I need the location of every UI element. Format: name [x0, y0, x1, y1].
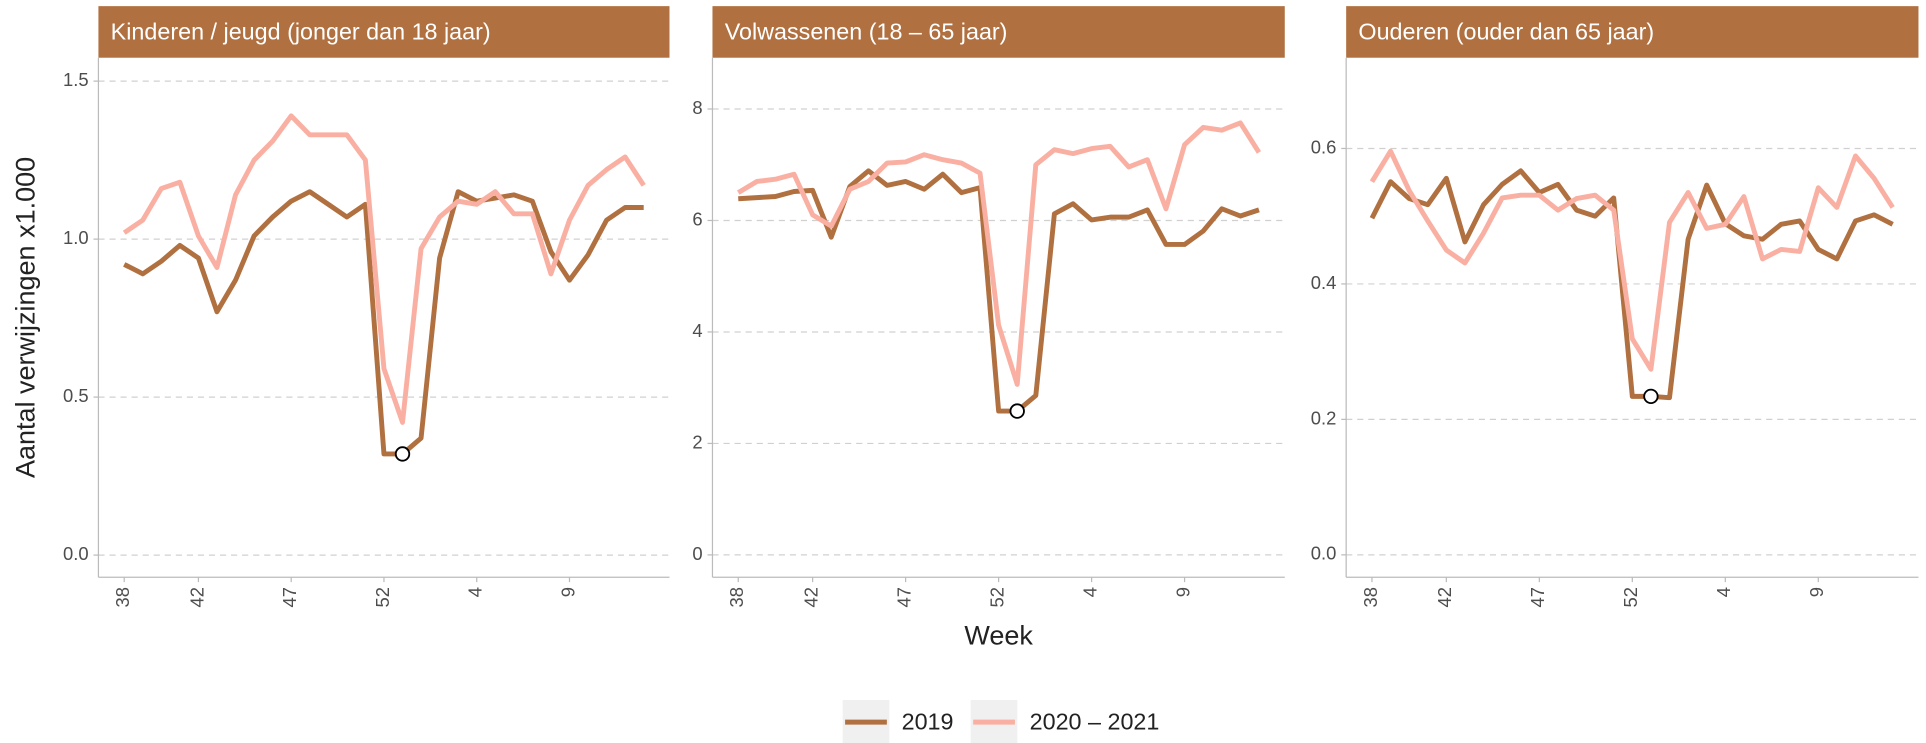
x-tick-label: 38	[726, 587, 747, 607]
y-tick-label: 0.0	[63, 543, 89, 564]
x-tick-label: 52	[986, 587, 1007, 607]
y-tick-label: 6	[692, 208, 702, 229]
x-tick-label: 47	[893, 587, 914, 607]
y-tick-label: 1.0	[63, 227, 89, 248]
highlight-point	[1643, 388, 1659, 405]
x-tick-label: 42	[1434, 587, 1455, 607]
highlight-point	[1009, 403, 1025, 419]
panel-strip	[712, 6, 1285, 58]
x-tick-label: 4	[1713, 587, 1734, 597]
x-tick-label: 38	[1360, 587, 1381, 607]
x-tick-label: 52	[1620, 587, 1641, 607]
x-tick-label: 4	[465, 587, 486, 597]
x-tick-label: 42	[801, 587, 822, 607]
y-tick-label: 0	[692, 543, 702, 564]
legend-item: 2019	[842, 700, 954, 743]
series-line	[736, 120, 1262, 387]
series-line	[1369, 148, 1895, 372]
y-tick-label: 8	[692, 97, 702, 118]
legend-item: 2020 – 2021	[970, 700, 1160, 743]
legend-label: 2019	[902, 709, 954, 735]
y-tick-label: 0.5	[63, 385, 89, 406]
panel-title: Kinderen / jeugd (jonger dan 18 jaar)	[111, 18, 491, 44]
y-tick-label: 2	[692, 431, 702, 452]
y-tick-label: 1.5	[63, 69, 89, 90]
x-tick-label: 52	[372, 587, 393, 607]
highlight-point	[394, 446, 411, 462]
x-tick-label: 47	[1527, 587, 1548, 607]
y-tick-label: 4	[692, 320, 702, 341]
y-tick-label: 0.2	[1311, 407, 1337, 428]
panel-title: Volwassenen (18 – 65 jaar)	[725, 18, 1008, 44]
y-tick-label: 0.0	[1311, 543, 1337, 564]
y-axis-title: Aantal verwijzingen x1.000	[10, 157, 40, 478]
x-tick-label: 9	[557, 587, 578, 597]
x-tick-label: 42	[186, 587, 207, 607]
panel-title: Ouderen (ouder dan 65 jaar)	[1358, 18, 1654, 44]
x-tick-label: 47	[279, 587, 300, 607]
x-tick-label: 9	[1806, 587, 1827, 597]
legend-label: 2020 – 2021	[1030, 709, 1160, 735]
x-axis-title: Week	[964, 621, 1033, 651]
x-tick-label: 38	[112, 587, 133, 607]
y-tick-label: 0.4	[1311, 272, 1337, 293]
series-line	[738, 168, 1260, 414]
panel-strip	[98, 6, 670, 58]
panel-strip	[1346, 6, 1919, 58]
series-line	[122, 113, 646, 425]
x-tick-label: 4	[1079, 587, 1100, 597]
y-tick-label: 0.6	[1311, 136, 1337, 157]
x-tick-label: 9	[1172, 587, 1193, 597]
